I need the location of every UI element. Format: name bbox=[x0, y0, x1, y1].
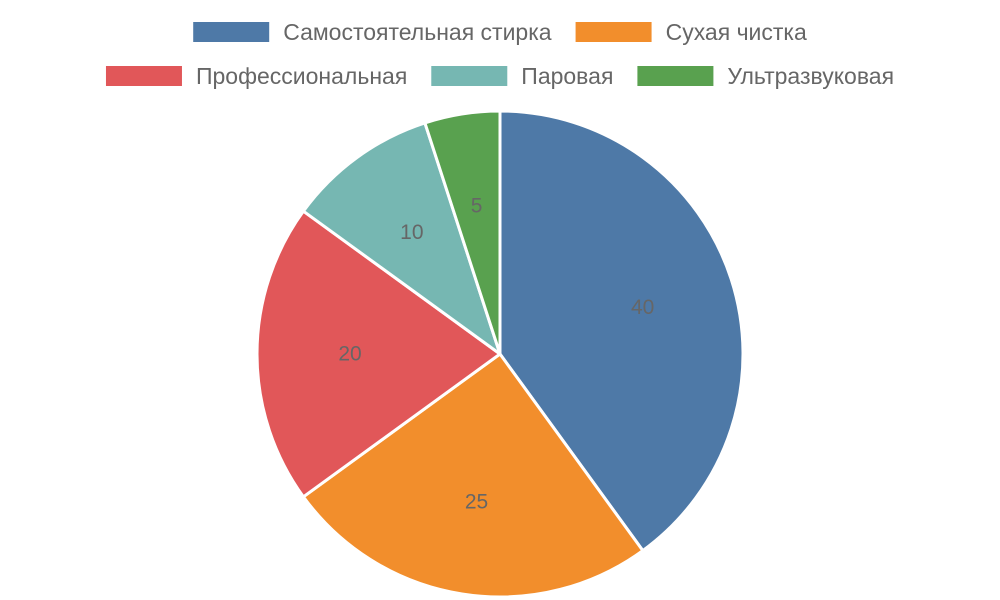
slice-5 bbox=[423, 109, 502, 356]
legend-swatch bbox=[431, 66, 508, 86]
pie-slices bbox=[255, 109, 745, 599]
legend-label: Сухая чистка bbox=[666, 19, 807, 45]
slice-value-label: 10 bbox=[400, 221, 423, 244]
slice-2 bbox=[301, 352, 645, 599]
legend-swatch bbox=[105, 66, 182, 86]
legend: Самостоятельная стирка Сухая чистка Профес… bbox=[105, 19, 894, 89]
slice-value-label: 40 bbox=[631, 296, 654, 319]
slice-3 bbox=[255, 209, 502, 499]
legend-label: Самостоятельная стирка bbox=[283, 19, 552, 45]
legend-item: Профессиональная bbox=[105, 63, 407, 89]
legend-item: Самостоятельная стирка bbox=[193, 19, 552, 45]
slice-value-label: 25 bbox=[465, 491, 488, 514]
slice-4 bbox=[301, 121, 502, 356]
legend-swatch bbox=[637, 66, 714, 86]
slice-labels: 40 25 20 10 5 bbox=[338, 194, 654, 513]
legend-label: Профессиональная bbox=[196, 63, 407, 89]
slice-1 bbox=[498, 109, 745, 553]
slice-value-label: 5 bbox=[471, 194, 483, 217]
legend-swatch bbox=[193, 22, 270, 42]
legend-label: Ультразвуковая bbox=[727, 63, 894, 89]
legend-label: Паровая bbox=[521, 63, 613, 89]
legend-item: Паровая bbox=[431, 63, 613, 89]
legend-swatch bbox=[575, 22, 652, 42]
slice-value-label: 20 bbox=[338, 343, 361, 366]
legend-item: Ультразвуковая bbox=[637, 63, 894, 89]
legend-item: Сухая чистка bbox=[575, 19, 807, 45]
